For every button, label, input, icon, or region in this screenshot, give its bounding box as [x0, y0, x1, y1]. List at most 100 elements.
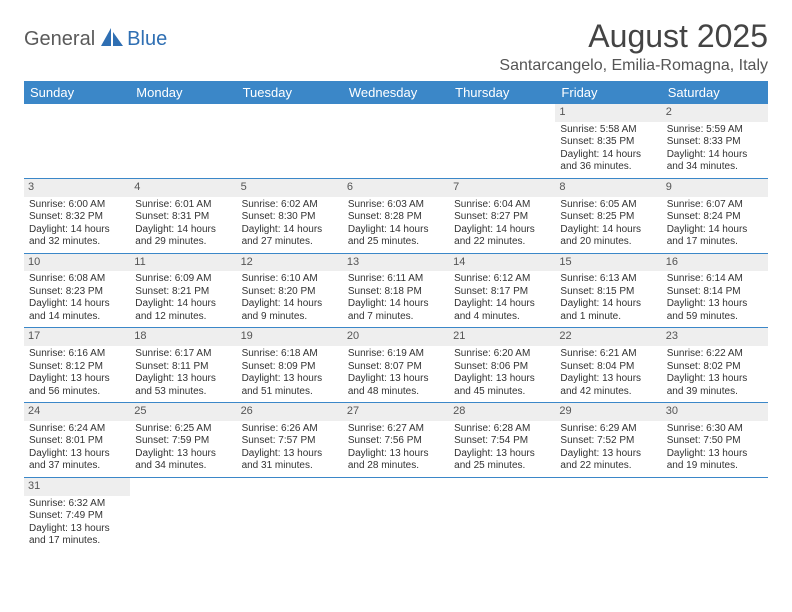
day-cell: [237, 478, 343, 552]
daylight-text: Daylight: 13 hours: [242, 448, 338, 461]
date-number: 24: [24, 403, 130, 421]
day-cell: [237, 104, 343, 178]
day-cell: [24, 104, 130, 178]
daylight-text: and 9 minutes.: [242, 311, 338, 324]
daylight-text: and 7 minutes.: [348, 311, 444, 324]
sunrise-text: Sunrise: 6:29 AM: [560, 423, 656, 436]
location-text: Santarcangelo, Emilia-Romagna, Italy: [499, 57, 768, 75]
day-cell: [555, 478, 661, 552]
week-row: 10Sunrise: 6:08 AMSunset: 8:23 PMDayligh…: [24, 254, 768, 329]
sunset-text: Sunset: 8:27 PM: [454, 211, 550, 224]
sunset-text: Sunset: 8:35 PM: [560, 136, 656, 149]
sunset-text: Sunset: 8:02 PM: [667, 361, 763, 374]
daylight-text: and 45 minutes.: [454, 386, 550, 399]
day-cell: 25Sunrise: 6:25 AMSunset: 7:59 PMDayligh…: [130, 403, 236, 477]
daylight-text: Daylight: 13 hours: [29, 448, 125, 461]
daylight-text: Daylight: 13 hours: [135, 448, 231, 461]
daylight-text: Daylight: 13 hours: [135, 373, 231, 386]
date-number: 17: [24, 328, 130, 346]
date-number: 7: [449, 179, 555, 197]
daylight-text: Daylight: 14 hours: [667, 224, 763, 237]
day-cell: 6Sunrise: 6:03 AMSunset: 8:28 PMDaylight…: [343, 179, 449, 253]
daylight-text: and 4 minutes.: [454, 311, 550, 324]
day-cell: 3Sunrise: 6:00 AMSunset: 8:32 PMDaylight…: [24, 179, 130, 253]
day-cell: 13Sunrise: 6:11 AMSunset: 8:18 PMDayligh…: [343, 254, 449, 328]
daylight-text: Daylight: 14 hours: [242, 298, 338, 311]
day-cell: 31Sunrise: 6:32 AMSunset: 7:49 PMDayligh…: [24, 478, 130, 552]
daylight-text: and 59 minutes.: [667, 311, 763, 324]
day-cell: [449, 104, 555, 178]
day-cell: 17Sunrise: 6:16 AMSunset: 8:12 PMDayligh…: [24, 328, 130, 402]
daylight-text: Daylight: 13 hours: [667, 448, 763, 461]
sunrise-text: Sunrise: 6:04 AM: [454, 199, 550, 212]
sunrise-text: Sunrise: 6:01 AM: [135, 199, 231, 212]
daylight-text: and 34 minutes.: [667, 161, 763, 174]
sunrise-text: Sunrise: 5:59 AM: [667, 124, 763, 137]
date-number: 4: [130, 179, 236, 197]
date-number: 14: [449, 254, 555, 272]
date-number: 16: [662, 254, 768, 272]
day-header-cell: Friday: [555, 81, 661, 104]
day-cell: 21Sunrise: 6:20 AMSunset: 8:06 PMDayligh…: [449, 328, 555, 402]
daylight-text: and 25 minutes.: [348, 236, 444, 249]
sunrise-text: Sunrise: 6:11 AM: [348, 273, 444, 286]
date-number: 29: [555, 403, 661, 421]
day-cell: 15Sunrise: 6:13 AMSunset: 8:15 PMDayligh…: [555, 254, 661, 328]
date-number: 21: [449, 328, 555, 346]
sunset-text: Sunset: 7:50 PM: [667, 435, 763, 448]
daylight-text: Daylight: 13 hours: [348, 373, 444, 386]
date-number: 15: [555, 254, 661, 272]
date-number: 2: [662, 104, 768, 122]
sunrise-text: Sunrise: 6:13 AM: [560, 273, 656, 286]
sunrise-text: Sunrise: 6:25 AM: [135, 423, 231, 436]
day-cell: 4Sunrise: 6:01 AMSunset: 8:31 PMDaylight…: [130, 179, 236, 253]
day-cell: 1Sunrise: 5:58 AMSunset: 8:35 PMDaylight…: [555, 104, 661, 178]
day-cell: 10Sunrise: 6:08 AMSunset: 8:23 PMDayligh…: [24, 254, 130, 328]
daylight-text: and 39 minutes.: [667, 386, 763, 399]
day-cell: 12Sunrise: 6:10 AMSunset: 8:20 PMDayligh…: [237, 254, 343, 328]
date-number: 28: [449, 403, 555, 421]
sunrise-text: Sunrise: 6:02 AM: [242, 199, 338, 212]
day-cell: 11Sunrise: 6:09 AMSunset: 8:21 PMDayligh…: [130, 254, 236, 328]
sunset-text: Sunset: 8:28 PM: [348, 211, 444, 224]
day-cell: 5Sunrise: 6:02 AMSunset: 8:30 PMDaylight…: [237, 179, 343, 253]
daylight-text: and 20 minutes.: [560, 236, 656, 249]
daylight-text: Daylight: 13 hours: [667, 373, 763, 386]
sunset-text: Sunset: 7:59 PM: [135, 435, 231, 448]
sunrise-text: Sunrise: 6:09 AM: [135, 273, 231, 286]
date-number: 1: [555, 104, 661, 122]
day-header-cell: Thursday: [449, 81, 555, 104]
sunrise-text: Sunrise: 6:12 AM: [454, 273, 550, 286]
daylight-text: Daylight: 14 hours: [135, 224, 231, 237]
calendar: SundayMondayTuesdayWednesdayThursdayFrid…: [24, 81, 768, 552]
day-cell: [130, 104, 236, 178]
date-number: 31: [24, 478, 130, 496]
day-header-cell: Wednesday: [343, 81, 449, 104]
sunrise-text: Sunrise: 6:21 AM: [560, 348, 656, 361]
sunset-text: Sunset: 7:57 PM: [242, 435, 338, 448]
daylight-text: and 28 minutes.: [348, 460, 444, 473]
daylight-text: Daylight: 13 hours: [242, 373, 338, 386]
daylight-text: Daylight: 14 hours: [667, 149, 763, 162]
date-number: 23: [662, 328, 768, 346]
sunrise-text: Sunrise: 6:24 AM: [29, 423, 125, 436]
daylight-text: Daylight: 14 hours: [242, 224, 338, 237]
week-row: 3Sunrise: 6:00 AMSunset: 8:32 PMDaylight…: [24, 179, 768, 254]
sunset-text: Sunset: 8:21 PM: [135, 286, 231, 299]
day-header-cell: Sunday: [24, 81, 130, 104]
daylight-text: and 32 minutes.: [29, 236, 125, 249]
sunset-text: Sunset: 7:56 PM: [348, 435, 444, 448]
daylight-text: and 56 minutes.: [29, 386, 125, 399]
sunrise-text: Sunrise: 6:26 AM: [242, 423, 338, 436]
day-cell: [449, 478, 555, 552]
day-cell: 8Sunrise: 6:05 AMSunset: 8:25 PMDaylight…: [555, 179, 661, 253]
date-number: 30: [662, 403, 768, 421]
daylight-text: Daylight: 14 hours: [454, 298, 550, 311]
sunset-text: Sunset: 8:14 PM: [667, 286, 763, 299]
day-cell: [130, 478, 236, 552]
day-header-cell: Monday: [130, 81, 236, 104]
date-number: 9: [662, 179, 768, 197]
daylight-text: Daylight: 14 hours: [29, 224, 125, 237]
day-cell: 26Sunrise: 6:26 AMSunset: 7:57 PMDayligh…: [237, 403, 343, 477]
day-cell: 14Sunrise: 6:12 AMSunset: 8:17 PMDayligh…: [449, 254, 555, 328]
